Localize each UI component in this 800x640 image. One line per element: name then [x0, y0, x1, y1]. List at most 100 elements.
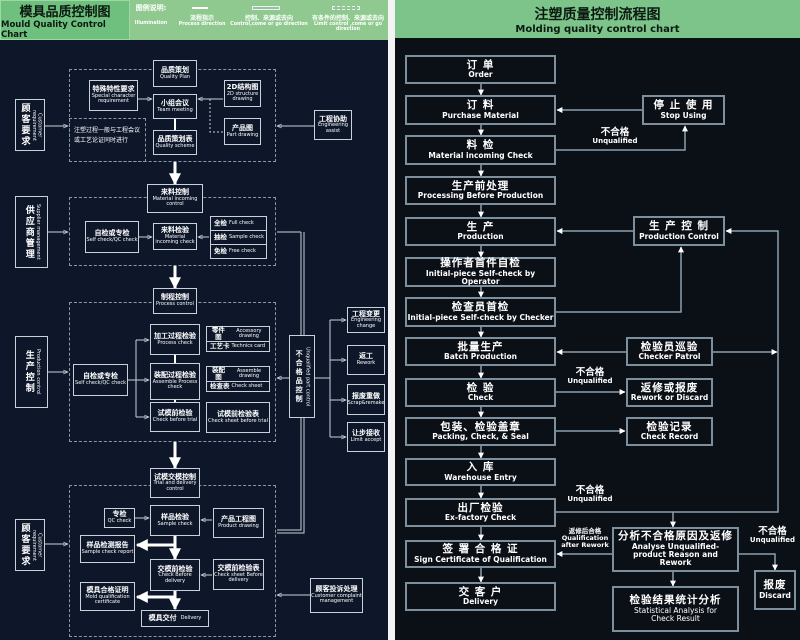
check-sheet-delivery-box: 交模前检验表 Check sheet Before delivery: [213, 559, 264, 590]
hollow-arrow-icon: [252, 6, 280, 10]
label-zh: 图例说明:: [135, 4, 167, 12]
label-en: Production control: [35, 349, 42, 395]
part-drawing-box: 产品图 Part drawing: [224, 118, 261, 145]
material-control-box: 来料控制 Material incoming control: [147, 184, 203, 213]
trial-delivery-control-box: 试模交模控制 Trial and delivery control: [150, 468, 200, 498]
label-zh: 不合格: [600, 127, 630, 138]
unqualified-label-2: 不合格 Unqualified: [560, 368, 620, 385]
assemble-check-box: 装配过程检验 Assemble Process check: [150, 363, 200, 400]
label-en: Check Record: [640, 432, 699, 442]
label-en: Statistical Analysis for Check Result: [633, 605, 718, 623]
left-limit-lines: [209, 99, 223, 133]
ex-factory-check-box: 出厂检验 Ex-factory Check: [405, 498, 556, 527]
label-en: Delivery: [180, 614, 202, 621]
label-en: Accessory drawing: [236, 327, 262, 340]
customer-requirement-box: 顾客要求 Customer requirement: [15, 99, 45, 151]
check-box: 检 验 Check: [405, 378, 556, 407]
product-drawing-box: 产品工程图 Product drawing: [213, 508, 264, 538]
label-en: Special character requirement: [91, 92, 136, 105]
label-zh: 零件图: [211, 326, 225, 342]
label-en: Ex-factory Check: [444, 513, 517, 523]
label-en: Check sheet: [231, 382, 263, 389]
label-en: Check before trial: [152, 417, 198, 424]
label-en: Analyse Unqualified-product Reason and R…: [631, 541, 720, 568]
dashed-arrow-icon: [332, 6, 360, 10]
quality-scheme-box: 品质策划表 Quality scheme: [153, 130, 197, 155]
label-zh: 顾客要求: [19, 523, 30, 567]
label-zh: 试模前检验: [157, 409, 193, 418]
label-zh: 来料检验: [161, 226, 189, 235]
label-en: Stop Using: [660, 110, 707, 120]
legend-limit-control: 有条件的控制、来源或去向 Limit control ,come or go d…: [308, 3, 388, 32]
production-control-box: 生产控制 Production control: [15, 336, 48, 408]
scrap-remake-box: 报废重做 Scrap&remake: [347, 384, 385, 415]
qc-check-box: 专检 QC check: [104, 508, 135, 528]
label-zh: 报废: [763, 579, 787, 592]
label-en: Self check/QC check: [86, 237, 138, 244]
label-zh: 专检: [112, 510, 127, 519]
label-en: Check sheet before trial: [208, 417, 268, 424]
label-zh: 抽检: [214, 232, 227, 241]
label-en: Order: [468, 70, 493, 80]
self-check-2-box: 自检或专检 Self check/QC check: [73, 364, 128, 396]
label-en: Product drawing: [218, 523, 259, 530]
customer-requirement-2-box: 顾客要求 Customer requirement: [15, 519, 45, 571]
label-en: Self check/QC check: [75, 380, 126, 387]
label-zh: 分析不合格原因及返修: [618, 530, 733, 543]
mold-delivery-box: 模具交付 Delivery: [141, 610, 209, 627]
self-check-box: 自检或专检 Self check/QC check: [85, 221, 139, 253]
check-before-delivery-box: 交模前检验 Check Before delivery: [150, 559, 200, 591]
label-zh: 顾客要求: [19, 103, 30, 147]
right-title-en: Molding quality control chart: [515, 23, 680, 35]
label-en: Sign Certificate of Qualification: [414, 554, 547, 564]
label-en: Sample check: [157, 520, 193, 527]
label-en: Packing, Check, & Seal: [432, 432, 529, 442]
label-zh: 批量生产: [457, 340, 504, 353]
label-en: Material incoming Check: [428, 150, 533, 160]
engineering-assist-box: 工程协助 Engineering assist: [314, 110, 352, 140]
label-zh: 自检或专检: [83, 372, 118, 381]
pre-processing-box: 生产前处理 Processing Before Production: [405, 176, 556, 205]
purchase-material-box: 订 料 Purchase Material: [405, 95, 556, 125]
label-zh: 生产控制: [23, 350, 34, 394]
label-en: Check: [467, 393, 494, 403]
right-header: 注塑质量控制流程图 Molding quality control chart: [395, 0, 800, 38]
label-en: Initial-piece Self-check by Checker: [407, 312, 554, 322]
label-zh: 停 止 使 用: [653, 99, 714, 112]
label-zh: 不合格: [758, 526, 787, 537]
label-zh: 不合格: [575, 367, 605, 378]
label-en: Warehouse Entry: [444, 472, 517, 482]
checker-first-check-box: 检查员首检 Initial-piece Self-check by Checker: [405, 297, 556, 327]
production-control-box: 生 产 控 制 Production Control: [633, 216, 725, 246]
label-zh: 试模交模控制: [154, 472, 196, 481]
label-zh: 操作者首件自检: [440, 256, 521, 269]
solid-arrow-icon: [192, 7, 208, 9]
statistical-analysis-box: 检验结果统计分析 Statistical Analysis for Check R…: [612, 586, 739, 632]
label-zh: 特殊特性要求: [92, 85, 135, 94]
sample-check-box: 样品检验 Sample check: [150, 505, 200, 536]
label-en: Sample check report: [81, 549, 134, 556]
label-en: Control,come or go direction: [230, 22, 308, 27]
legend-control-direction: 控制、来源或去向 Control,come or go direction: [230, 3, 308, 27]
label-en: Process direction: [178, 22, 226, 27]
note-text: 注塑过程一般与工程会议或工艺论证同时进行: [74, 127, 141, 144]
process-check-box: 加工过程检验 Process check: [150, 324, 200, 355]
label-en: Production: [457, 232, 504, 242]
material-check-box: 料 检 Material incoming Check: [405, 135, 556, 165]
label-en: Unqualified: [749, 535, 796, 544]
right-title-zh: 注塑质量控制流程图: [534, 6, 661, 23]
label-zh: 交 客 户: [458, 585, 503, 598]
label-zh: 让步接收: [352, 429, 380, 438]
label-zh: 检验员巡验: [640, 340, 699, 353]
sample-report-box: 样品检测报告 Sample check report: [80, 535, 135, 563]
label-zh: 控制、来源或去向: [244, 15, 293, 22]
label-en: Unqualified: [567, 494, 613, 503]
label-en: Supplier management: [35, 204, 42, 260]
label-zh: 不合格品控制: [295, 349, 304, 404]
label-zh: 全检: [214, 218, 227, 227]
label-en: Material incoming control: [152, 195, 198, 208]
label-zh: 样品检验: [161, 512, 189, 521]
label-en: Mold qualification certificate: [85, 593, 130, 606]
label-en: Rework or Discard: [630, 393, 709, 403]
label-en: Check sheet Before delivery: [214, 571, 263, 584]
